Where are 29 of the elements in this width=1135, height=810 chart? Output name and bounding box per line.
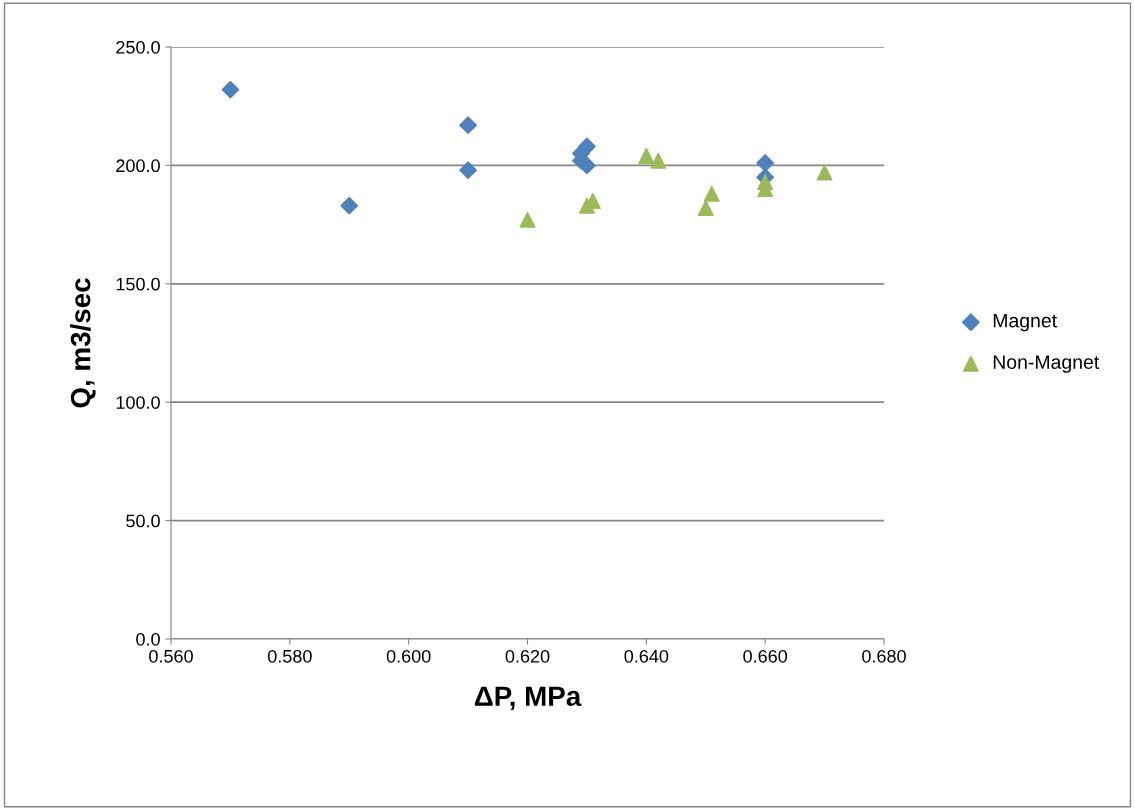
y-tick-label: 250.0 <box>116 40 160 54</box>
x-axis-title: ΔP, MPa <box>474 686 582 711</box>
legend-label: Non-Magnet <box>993 355 1100 373</box>
point <box>638 147 655 164</box>
point <box>459 116 477 135</box>
x-tick-label: 0.580 <box>267 649 312 663</box>
y-tick-label: 200.0 <box>116 159 160 173</box>
x-tick-label: 0.680 <box>862 649 906 663</box>
x-tick-label: 0.660 <box>743 649 788 663</box>
x-tick-label: 0.620 <box>505 649 550 663</box>
y-tick-label: 50.0 <box>126 514 160 528</box>
point <box>703 185 720 202</box>
y-tick-label: 0.0 <box>136 632 160 646</box>
x-tick-label: 0.600 <box>386 649 431 663</box>
point <box>340 196 359 215</box>
y-tick-label: 100.0 <box>116 396 160 409</box>
x-tick-label: 0.640 <box>624 649 669 663</box>
y-tick-label: 150.0 <box>116 277 160 291</box>
point <box>578 137 596 156</box>
point <box>756 154 775 172</box>
x-tick-label: 0.560 <box>149 649 193 663</box>
point <box>816 164 833 181</box>
point <box>519 211 536 228</box>
point <box>697 200 714 217</box>
point <box>221 80 240 99</box>
point <box>650 152 667 169</box>
point <box>459 161 477 180</box>
y-axis-title: Q, m3/sec <box>70 278 96 408</box>
legend-label: Magnet <box>993 313 1057 332</box>
